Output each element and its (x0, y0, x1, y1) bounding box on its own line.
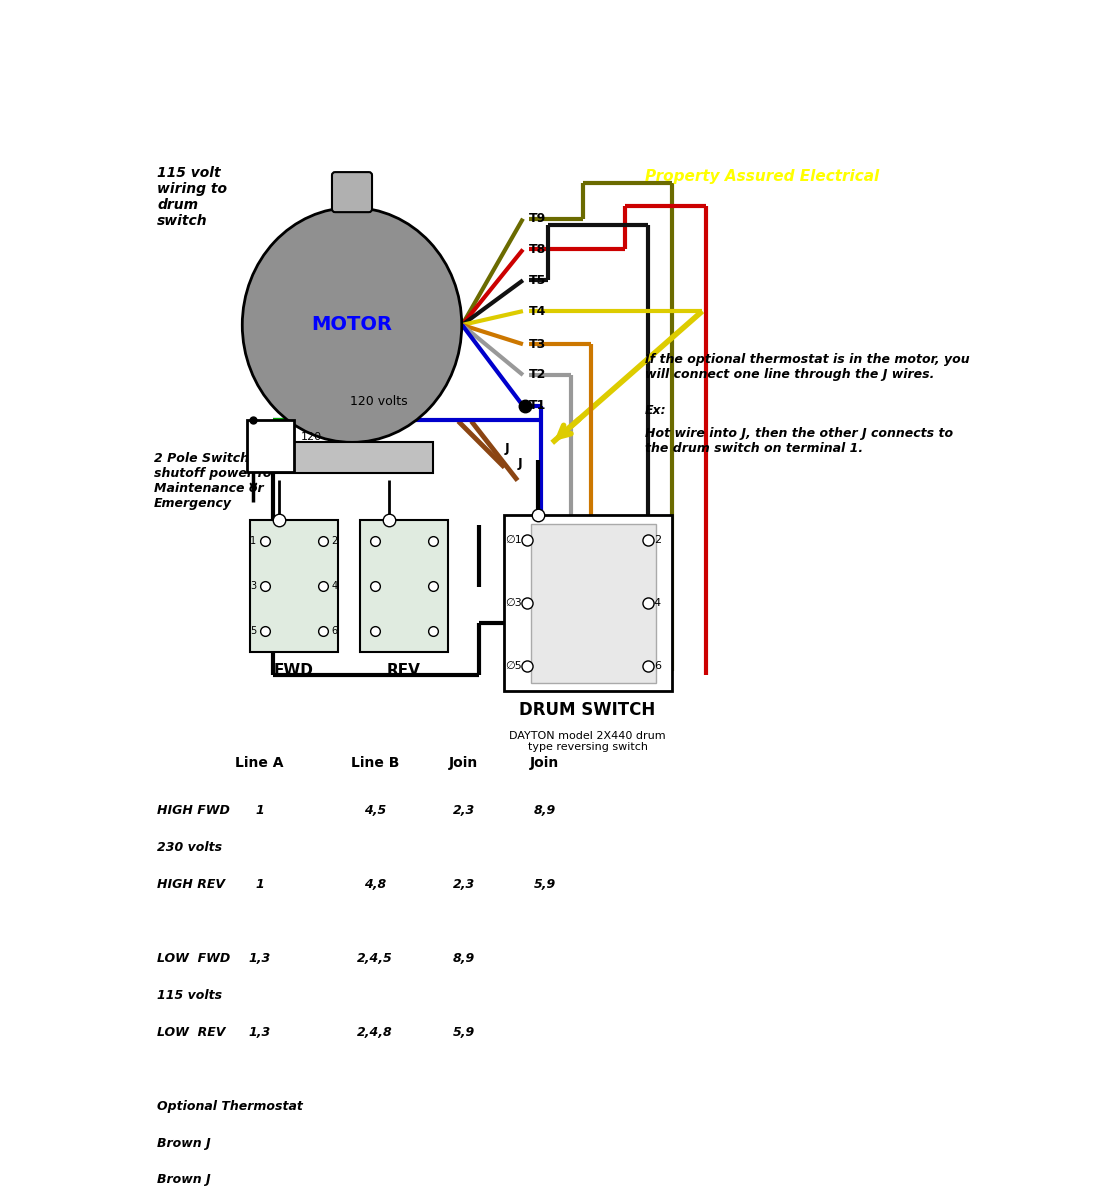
Text: LOW  FWD: LOW FWD (157, 952, 230, 965)
Text: 8,9: 8,9 (452, 952, 475, 965)
Text: HIGH REV: HIGH REV (157, 878, 226, 890)
Text: 4,8: 4,8 (364, 878, 386, 890)
Text: 6: 6 (653, 661, 661, 671)
Text: DRUM SWITCH: DRUM SWITCH (519, 702, 656, 720)
Bar (246, 420, 295, 472)
Text: 120
volts: 120 volts (300, 432, 327, 454)
Text: Brown J: Brown J (157, 1174, 211, 1187)
Text: 1,3: 1,3 (249, 952, 271, 965)
Text: T3: T3 (529, 337, 547, 350)
Text: T2: T2 (529, 368, 547, 382)
Text: ∅1: ∅1 (505, 535, 522, 545)
Text: 5,9: 5,9 (534, 878, 556, 890)
Text: If the optional thermostat is in the motor, you
will connect one line through th: If the optional thermostat is in the mot… (645, 354, 969, 382)
Text: Line A: Line A (235, 756, 284, 770)
Text: Hot wire into J, then the other J connects to
the drum switch on terminal 1.: Hot wire into J, then the other J connec… (645, 427, 953, 455)
Text: 2,3: 2,3 (452, 878, 475, 890)
Bar (360, 520, 449, 652)
Text: 115 volts: 115 volts (157, 989, 222, 1002)
Text: DAYTON model 2X440 drum
type reversing switch: DAYTON model 2X440 drum type reversing s… (509, 731, 666, 752)
Bar (250, 520, 338, 652)
Text: T8: T8 (529, 242, 547, 256)
Text: J: J (517, 457, 522, 470)
Text: 6: 6 (331, 625, 338, 636)
Text: 2,4,8: 2,4,8 (358, 1026, 393, 1039)
Text: T1: T1 (529, 400, 547, 413)
FancyBboxPatch shape (332, 172, 372, 212)
Bar (530, 524, 656, 683)
Text: 2,3: 2,3 (452, 804, 475, 817)
Text: LOW  REV: LOW REV (157, 1026, 226, 1039)
Text: 5: 5 (251, 625, 256, 636)
Text: 1: 1 (255, 878, 264, 890)
Ellipse shape (242, 208, 462, 443)
Text: 1,3: 1,3 (249, 1026, 271, 1039)
Text: 1: 1 (251, 536, 256, 546)
Text: 8,9: 8,9 (534, 804, 556, 817)
Text: 2: 2 (331, 536, 338, 546)
Text: ∅3: ∅3 (505, 598, 522, 608)
Text: HIGH FWD: HIGH FWD (157, 804, 230, 817)
Text: 115 volt
wiring to
drum
switch: 115 volt wiring to drum switch (157, 166, 228, 228)
Text: Optional Thermostat: Optional Thermostat (157, 1099, 304, 1112)
Text: Ex:: Ex: (645, 404, 667, 418)
Text: REV: REV (387, 662, 421, 678)
Text: 4,5: 4,5 (364, 804, 386, 817)
Text: FWD: FWD (274, 662, 313, 678)
Text: 5,9: 5,9 (452, 1026, 475, 1039)
Text: 2 Pole Switch to
shutoff power for
Maintenance or
Emergency: 2 Pole Switch to shutoff power for Maint… (154, 452, 277, 510)
Text: T9: T9 (529, 212, 547, 226)
Text: Join: Join (530, 756, 559, 770)
Text: 3: 3 (251, 581, 256, 590)
Text: 4: 4 (331, 581, 338, 590)
Text: 120 volts: 120 volts (350, 395, 408, 408)
Text: MOTOR: MOTOR (311, 316, 393, 335)
Text: 2,4,5: 2,4,5 (358, 952, 393, 965)
Text: Property Assured Electrical: Property Assured Electrical (645, 169, 879, 184)
Text: 2: 2 (653, 535, 661, 545)
Text: 1: 1 (255, 804, 264, 817)
Text: Join: Join (449, 756, 478, 770)
Text: Line B: Line B (351, 756, 399, 770)
Text: 4: 4 (653, 598, 661, 608)
Text: J: J (505, 442, 509, 455)
Bar (271, 443, 432, 473)
Bar (504, 515, 671, 691)
Text: T4: T4 (529, 305, 547, 318)
Text: Brown J: Brown J (157, 1136, 211, 1150)
Text: T5: T5 (529, 274, 547, 287)
Text: 230 volts: 230 volts (157, 841, 222, 854)
Text: ∅5: ∅5 (505, 661, 522, 671)
